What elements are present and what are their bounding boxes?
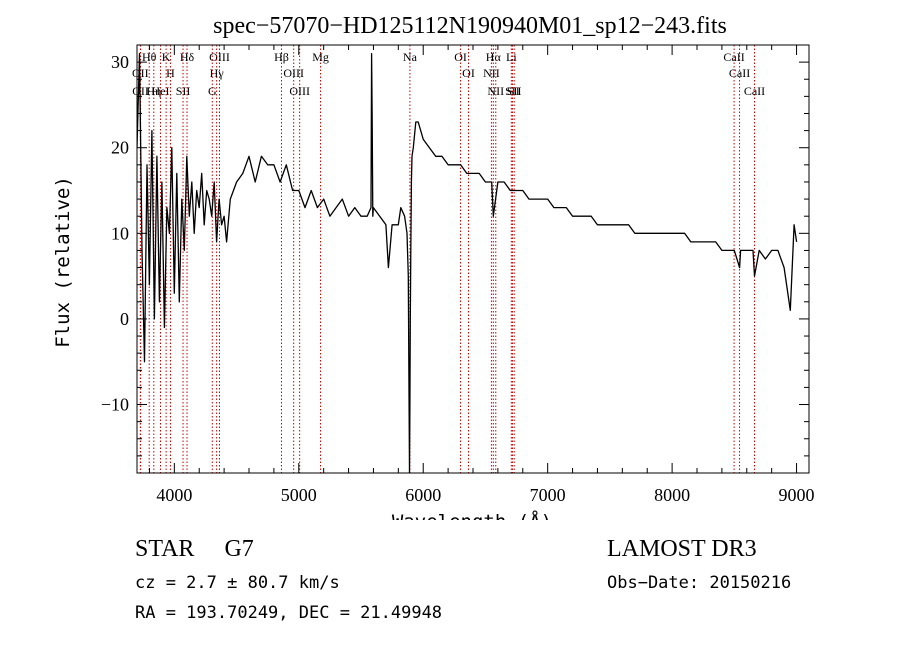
x-tick-label: 6000 [405, 485, 441, 505]
spectrum-series [137, 52, 798, 473]
line-marker-label: NII [487, 84, 504, 98]
line-marker-label: CaII [729, 66, 750, 80]
line-marker-label: CaII [723, 50, 744, 64]
line-marker-label: OIII [289, 84, 310, 98]
class-label: STAR [135, 536, 195, 562]
line-marker-label: SII [176, 84, 191, 98]
line-marker-label: Hδ [180, 50, 195, 64]
line-marker-label: Na [403, 50, 418, 64]
line-marker-label: OI [462, 66, 475, 80]
y-tick-label: 30 [111, 52, 129, 72]
line-marker-label: OI [454, 50, 467, 64]
x-tick-label: 4000 [156, 485, 192, 505]
line-marker-label: OIII [283, 66, 304, 80]
line-marker-label: Hη [146, 84, 161, 98]
line-marker-label: SII [505, 84, 520, 98]
plot-frame [136, 44, 810, 474]
spectrum-plot: spec−57070−HD125112N190940M01_sp12−243.f… [52, 13, 815, 520]
line-marker-label: Hα [486, 50, 502, 64]
line-marker-label: HeI [152, 84, 170, 98]
x-tick-label: 9000 [779, 485, 815, 505]
x-tick-label: 8000 [654, 485, 690, 505]
line-marker-label: Hγ [210, 66, 225, 80]
y-tick-label: 0 [120, 309, 129, 329]
axis-ticks: 4000 5000 6000 7000 8000 9000 −10 0 10 20 30 [101, 44, 815, 505]
y-tick-label: 10 [111, 223, 129, 243]
line-marker-label: Hθ [142, 50, 157, 64]
line-marker-label: SII [507, 84, 522, 98]
spectrum-line [137, 52, 798, 473]
line-marker-label: Mg [312, 50, 329, 64]
line-marker-label: OIII [209, 50, 230, 64]
chart-title: spec−57070−HD125112N190940M01_sp12−243.f… [213, 13, 727, 39]
y-tick-label: −10 [101, 395, 129, 415]
line-marker-label: CaII [744, 84, 765, 98]
line-marker-label: K [162, 50, 171, 64]
y-tick-label: 20 [111, 138, 129, 158]
redshift-readout: cz = 2.7 ± 80.7 km/s [135, 573, 340, 593]
subclass-label: G7 [224, 536, 254, 562]
line-marker-label: G [208, 84, 217, 98]
coordinates-readout: RA = 193.70249, DEC = 21.49948 [135, 603, 443, 623]
x-axis-label: Wavelength (Å) [392, 510, 552, 520]
x-tick-label: 5000 [281, 485, 317, 505]
line-marker-label: Hβ [274, 50, 289, 64]
line-marker-label: NII [483, 66, 500, 80]
obs-date: Obs−Date: 20150216 [607, 573, 792, 593]
survey-label: LAMOST DR3 [607, 536, 757, 562]
line-marker-label: Li [506, 50, 517, 64]
x-tick-label: 7000 [530, 485, 566, 505]
line-marker-label: H [166, 66, 175, 80]
y-axis-label: Flux (relative) [52, 176, 74, 348]
object-class: STAR G7 [135, 536, 254, 563]
